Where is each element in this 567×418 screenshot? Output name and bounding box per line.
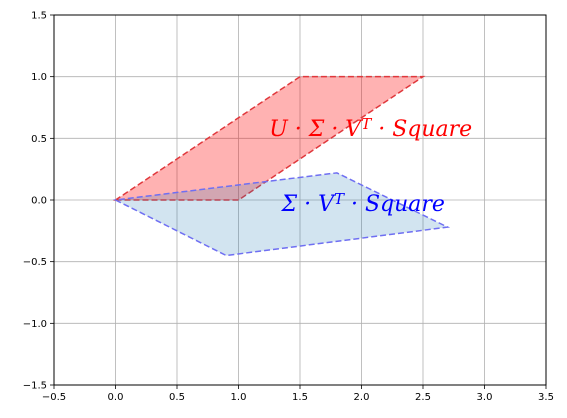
y-tick-label: 0.0 [31,196,47,207]
annotation-part: Square [365,192,445,217]
annotation-part: Square [392,117,472,142]
y-tick-label: 1.0 [31,72,47,83]
x-tick-label: 2.0 [354,392,370,403]
x-tick-label: 1.5 [292,392,308,403]
annotation-part: U [269,117,289,142]
x-tick-label: 1.0 [231,392,247,403]
annotation-red: U · Σ · VT · Square [269,115,472,142]
x-tick-label: 2.5 [415,392,431,403]
x-tick-label: −0.5 [42,392,66,403]
y-tick-label: −1.0 [23,319,47,330]
annotation-blue: Σ · VT · Square [281,190,445,217]
x-tick-label: 0.0 [108,392,124,403]
x-tick-label: 3.0 [477,392,493,403]
annotation-part: · [344,192,365,217]
annotation-part: · [371,117,392,142]
annotation-part: Σ · V [281,192,337,217]
x-tick-label: 0.5 [169,392,185,403]
y-tick-label: −0.5 [23,257,47,268]
y-tick-label: 0.5 [31,134,47,145]
x-tick-label: 3.5 [538,392,554,403]
y-tick-label: 1.5 [31,11,47,22]
polygons [116,77,448,256]
annotation-part: · Σ · V [288,117,364,142]
y-tick-label: −1.5 [23,381,47,392]
